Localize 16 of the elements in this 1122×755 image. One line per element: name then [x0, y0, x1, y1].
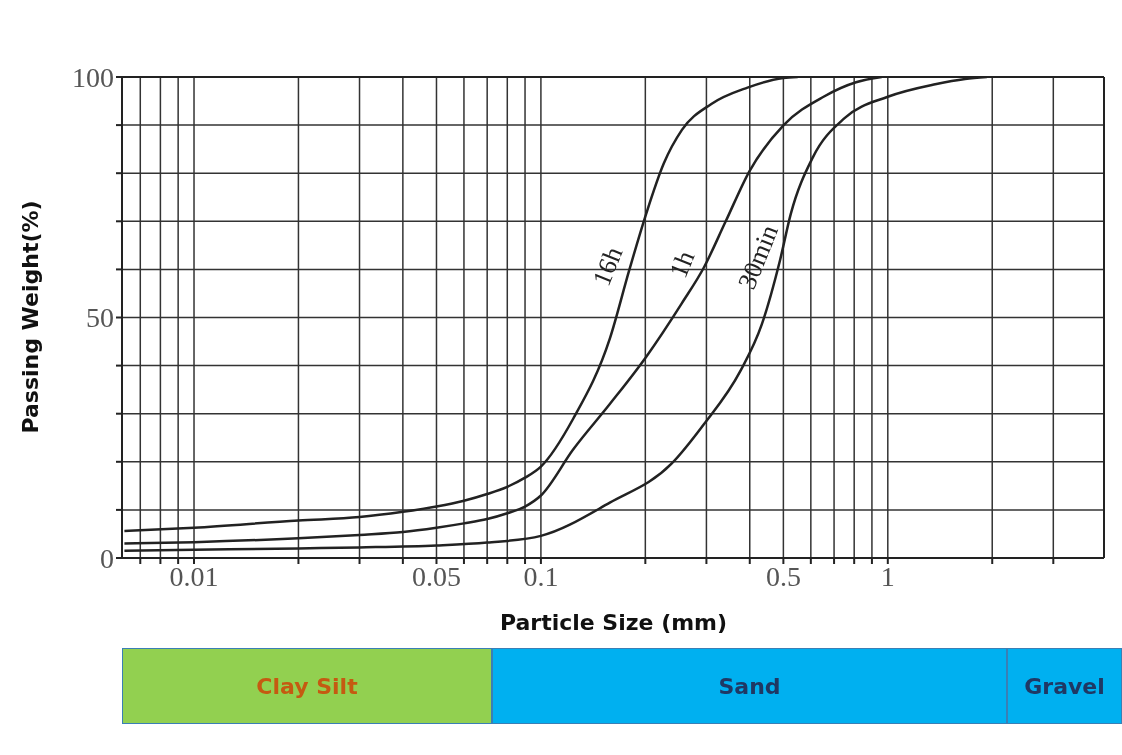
text: 16h [586, 242, 629, 290]
x-tick-label: 0.5 [765, 560, 801, 592]
x-tick-label: 0.1 [523, 560, 559, 592]
category-label: Clay Silt [122, 648, 492, 724]
text: 1h [663, 246, 701, 282]
x-tick-label: 1 [880, 560, 895, 592]
y-tick-label: 50 [86, 302, 114, 334]
x-tick-label: 0.01 [169, 560, 219, 592]
x-tick-label: 0.05 [411, 560, 461, 592]
category-label: Gravel [1007, 648, 1122, 724]
text: 30min [732, 220, 785, 294]
category-label: Sand [492, 648, 1007, 724]
y-axis-title: Passing Weight(%) [18, 200, 43, 434]
y-tick-label: 100 [72, 61, 114, 93]
x-axis-title: Particle Size (mm) [499, 610, 728, 635]
y-tick-label: 0 [100, 542, 114, 574]
